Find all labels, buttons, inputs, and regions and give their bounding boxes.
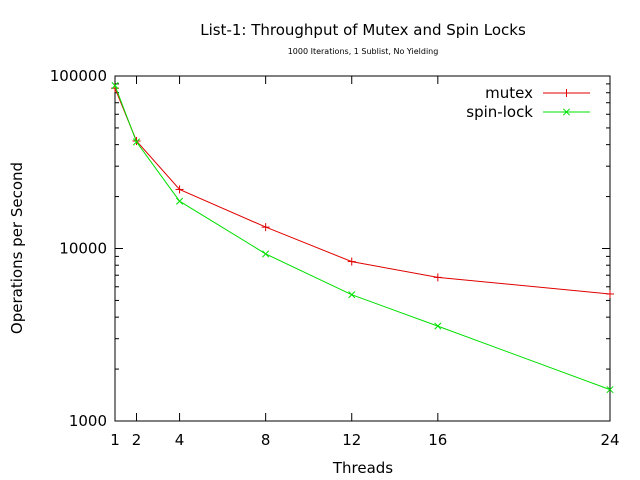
chart-title: List-1: Throughput of Mutex and Spin Loc… bbox=[200, 21, 526, 39]
data-point-mutex bbox=[606, 289, 614, 298]
series-line-mutex bbox=[114, 88, 611, 295]
plot-frame bbox=[114, 75, 611, 422]
data-point-spin-lock bbox=[111, 82, 119, 90]
data-point-mutex bbox=[261, 223, 270, 232]
data-point-spin-lock bbox=[262, 250, 270, 258]
chart-subtitle: 1000 Iterations, 1 Sublist, No Yielding bbox=[288, 47, 439, 56]
x-tick-label: 1 bbox=[110, 431, 120, 449]
y-axis-label: Operations per Second bbox=[8, 162, 26, 334]
y-tick-label: 10000 bbox=[59, 240, 107, 258]
series-layer bbox=[111, 82, 614, 394]
data-point-spin-lock bbox=[348, 291, 356, 299]
x-tick-label: 8 bbox=[261, 431, 271, 449]
data-point-spin-lock bbox=[132, 138, 141, 146]
data-point-mutex bbox=[347, 257, 356, 266]
x-axis-label: Threads bbox=[332, 459, 393, 477]
x-ticks: 1 2 4 8 12 16 24 bbox=[110, 76, 620, 449]
legend-marker-spin-lock bbox=[562, 108, 571, 116]
x-tick-label: 4 bbox=[175, 431, 185, 449]
data-point-spin-lock bbox=[606, 386, 614, 394]
data-point-spin-lock bbox=[434, 322, 442, 330]
legend-label-spin-lock: spin-lock bbox=[466, 103, 533, 121]
legend-label-mutex: mutex bbox=[485, 84, 533, 102]
x-tick-label: 24 bbox=[600, 431, 619, 449]
x-tick-label: 12 bbox=[342, 431, 361, 449]
x-tick-label: 2 bbox=[132, 431, 142, 449]
data-point-spin-lock bbox=[176, 197, 184, 205]
x-tick-label: 16 bbox=[428, 431, 447, 449]
series-line-spin-lock bbox=[114, 85, 611, 391]
data-point-mutex bbox=[175, 185, 184, 194]
legend-marker-mutex bbox=[562, 89, 571, 97]
y-tick-label: 1000 bbox=[69, 412, 107, 430]
y-tick-label: 100000 bbox=[50, 67, 107, 85]
data-point-mutex bbox=[433, 273, 442, 282]
y-ticks: 1000 10000 100000 bbox=[50, 67, 610, 430]
